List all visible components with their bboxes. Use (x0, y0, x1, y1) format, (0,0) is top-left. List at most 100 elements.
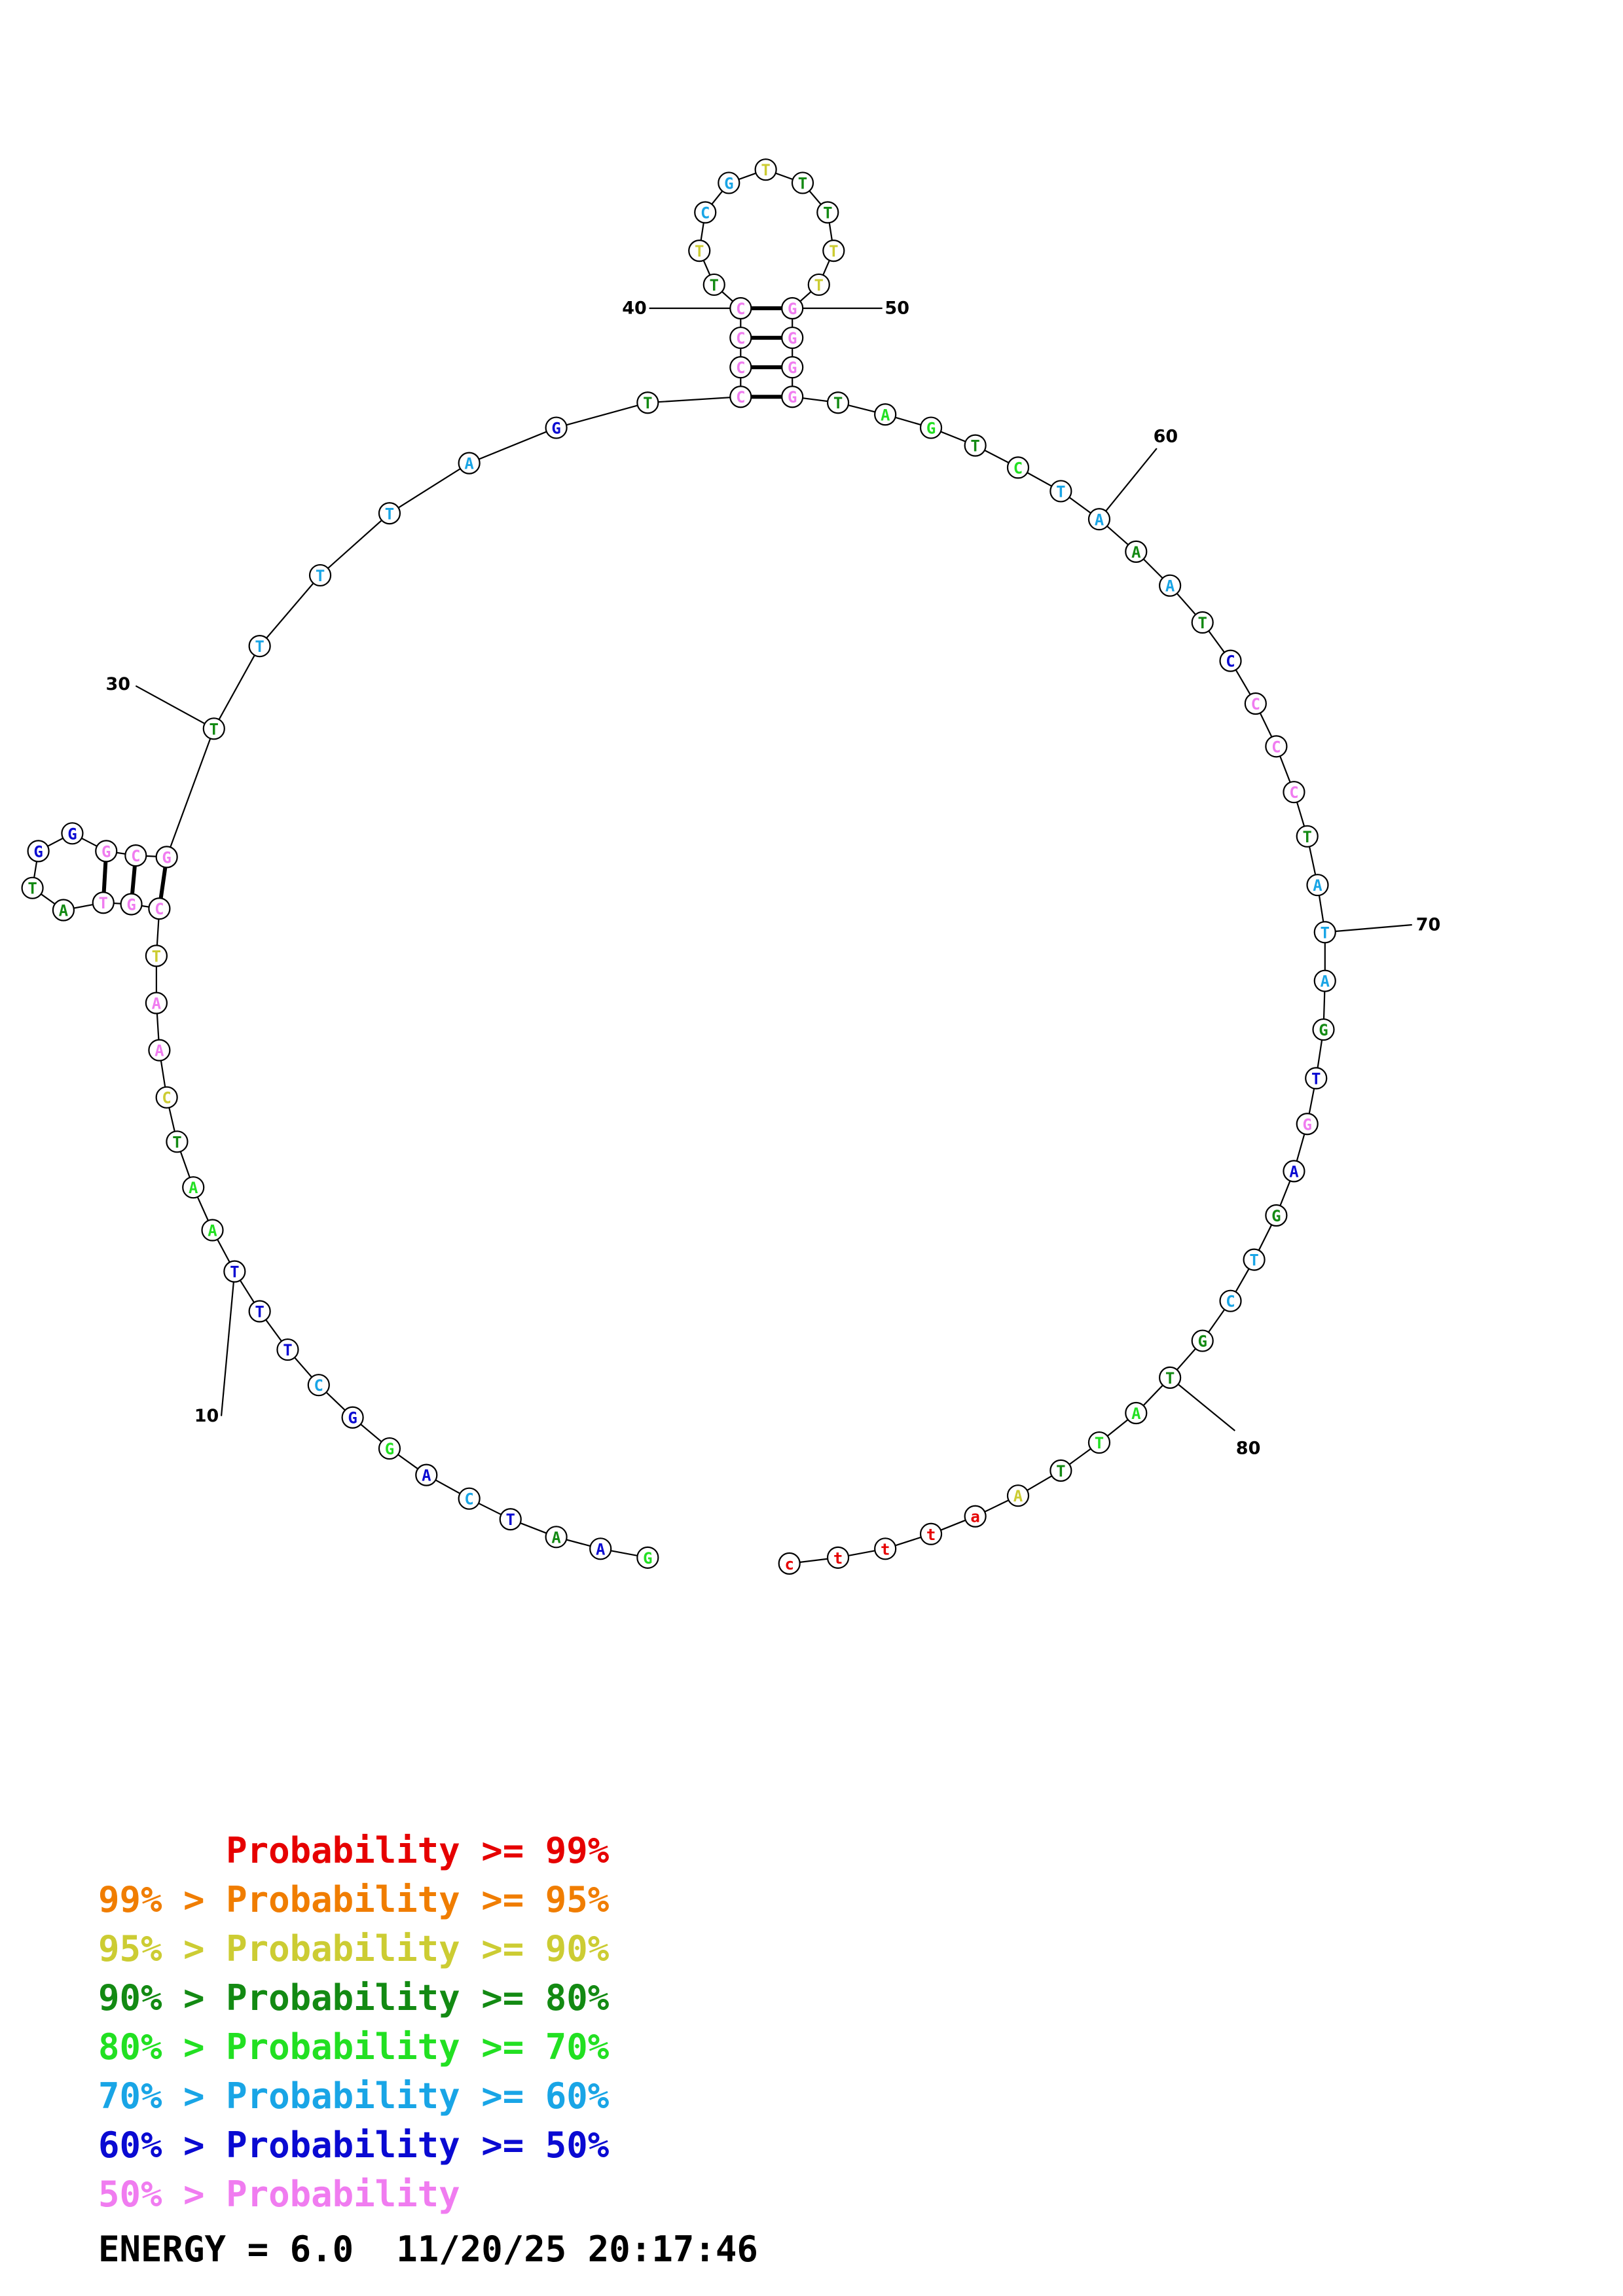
legend-text: Probability (226, 2174, 460, 2215)
nucleotide-circle (202, 717, 225, 740)
position-label: 50 (884, 298, 909, 319)
nucleotide-letter: C (1271, 738, 1281, 756)
nucleotide: A (201, 1219, 224, 1242)
nucleotide-circle (874, 403, 897, 426)
nucleotide: T (816, 201, 839, 224)
nucleotide-circle (1243, 1248, 1266, 1271)
energy-value: 6.0 (289, 2229, 354, 2270)
nucleotide-letter: t (881, 1540, 890, 1558)
legend-row: Probability >= 99% (98, 1826, 609, 1875)
nucleotide: T (1305, 1067, 1328, 1090)
nucleotide: A (1006, 1484, 1030, 1507)
nucleotide-letter: T (152, 947, 161, 965)
nucleotide-circle (458, 1487, 481, 1510)
nucleotide-letter: A (1313, 876, 1322, 895)
legend-prefix: 90% > (98, 1977, 227, 2018)
nucleotide: C (148, 897, 171, 920)
nucleotide: T (248, 634, 271, 658)
nucleotide: C (729, 296, 752, 320)
nucleotide-circle (1219, 649, 1242, 672)
nucleotide-circle (1006, 456, 1030, 479)
nucleotide-circle (1049, 480, 1072, 503)
nucleotide-letter: c (784, 1555, 793, 1573)
nucleotide-circle (781, 386, 804, 408)
nucleotide-letter: C (1226, 1293, 1235, 1311)
nucleotide-letter: T (710, 276, 719, 295)
nucleotide-circle (729, 356, 752, 379)
nucleotide-letter: T (385, 505, 394, 523)
nucleotide-letter: C (131, 847, 140, 865)
nucleotide-circle (826, 1546, 850, 1569)
nucleotide-circle (702, 273, 725, 296)
nucleotide: T (1049, 480, 1072, 503)
nucleotide: T (1243, 1248, 1266, 1271)
nucleotide: G (545, 416, 568, 439)
position-label: 40 (622, 298, 647, 319)
nucleotide-letter: C (736, 388, 745, 406)
nucleotide-circle (1159, 1366, 1182, 1389)
probability-legend: Probability >= 99% 99% > Probability >= 9… (98, 1826, 609, 2219)
nucleotide-letter: A (1095, 511, 1104, 529)
nucleotide-letter: C (701, 204, 710, 223)
nucleotide-letter: T (1321, 924, 1330, 942)
nucleotide: T (688, 240, 711, 262)
nucleotide: T (248, 1300, 271, 1323)
nucleotide-letter: A (152, 994, 162, 1013)
nucleotide-circle (729, 326, 752, 350)
nucleotide: A (874, 403, 897, 426)
nucleotide: A (182, 1176, 205, 1199)
nucleotide-letter: C (1251, 695, 1260, 713)
nucleotide-circle (145, 944, 168, 967)
nucleotide: a (964, 1505, 987, 1528)
nucleotide: T (166, 1130, 189, 1153)
nucleotide-letter: C (162, 1089, 171, 1107)
position-tick-line (220, 1271, 236, 1416)
nucleotide: G (781, 386, 804, 408)
nucleotide-letter: A (881, 406, 890, 424)
legend-prefix: 80% > (98, 2026, 227, 2068)
nucleotide-circle (1087, 1431, 1111, 1454)
nucleotide-letter: G (788, 359, 797, 377)
legend-prefix: 50% > (98, 2174, 227, 2215)
nucleotide-letter: G (1319, 1021, 1328, 1039)
nucleotide: A (1283, 1160, 1305, 1183)
nucleotide: G (120, 893, 143, 916)
nucleotide-letter: C (464, 1490, 473, 1509)
nucleotide: C (307, 1374, 330, 1397)
nucleotide-letter: A (59, 901, 69, 920)
nucleotide-letter: T (814, 276, 824, 295)
nucleotide-letter: A (1289, 1162, 1299, 1181)
nucleotide-circle (826, 391, 850, 414)
nucleotide-circle (1006, 1484, 1030, 1507)
nucleotide-letter: T (643, 394, 652, 412)
nucleotide-circle (61, 822, 84, 845)
nucleotide-circle (1313, 969, 1336, 992)
nucleotide-circle (182, 1176, 205, 1199)
nucleotide-circle (781, 296, 804, 320)
nucleotide: G (1265, 1204, 1288, 1227)
base-pairs (101, 306, 793, 909)
nucleotide-letter: T (1095, 1434, 1104, 1452)
nucleotide-letter: A (1165, 577, 1175, 596)
nucleotide-circle (754, 158, 777, 181)
nucleotide-letter: A (596, 1540, 606, 1558)
legend-row: 95% > Probability >= 90% (98, 1924, 609, 1973)
nucleotide-letter: T (970, 437, 979, 456)
nucleotide-circle (718, 171, 740, 194)
nucleotide-circle (1296, 1113, 1319, 1136)
nucleotide-letter: G (33, 842, 43, 861)
nucleotide-circle (1159, 574, 1182, 597)
nucleotide-letter: T (1249, 1251, 1258, 1270)
nucleotide-letter: T (1056, 1462, 1065, 1480)
nucleotide-letter: T (99, 894, 108, 912)
nucleotide: A (148, 1039, 171, 1062)
nucleotide-circle (1265, 735, 1288, 758)
position-ticks: 10 30 40 50 60 70 80 (106, 298, 1441, 1459)
nucleotide: G (341, 1406, 364, 1429)
nucleotide-circle (223, 1260, 246, 1283)
legend-row: 60% > Probability >= 50% (98, 2121, 609, 2170)
nucleotide: C (1265, 735, 1288, 758)
nucleotide-circle (729, 386, 752, 408)
